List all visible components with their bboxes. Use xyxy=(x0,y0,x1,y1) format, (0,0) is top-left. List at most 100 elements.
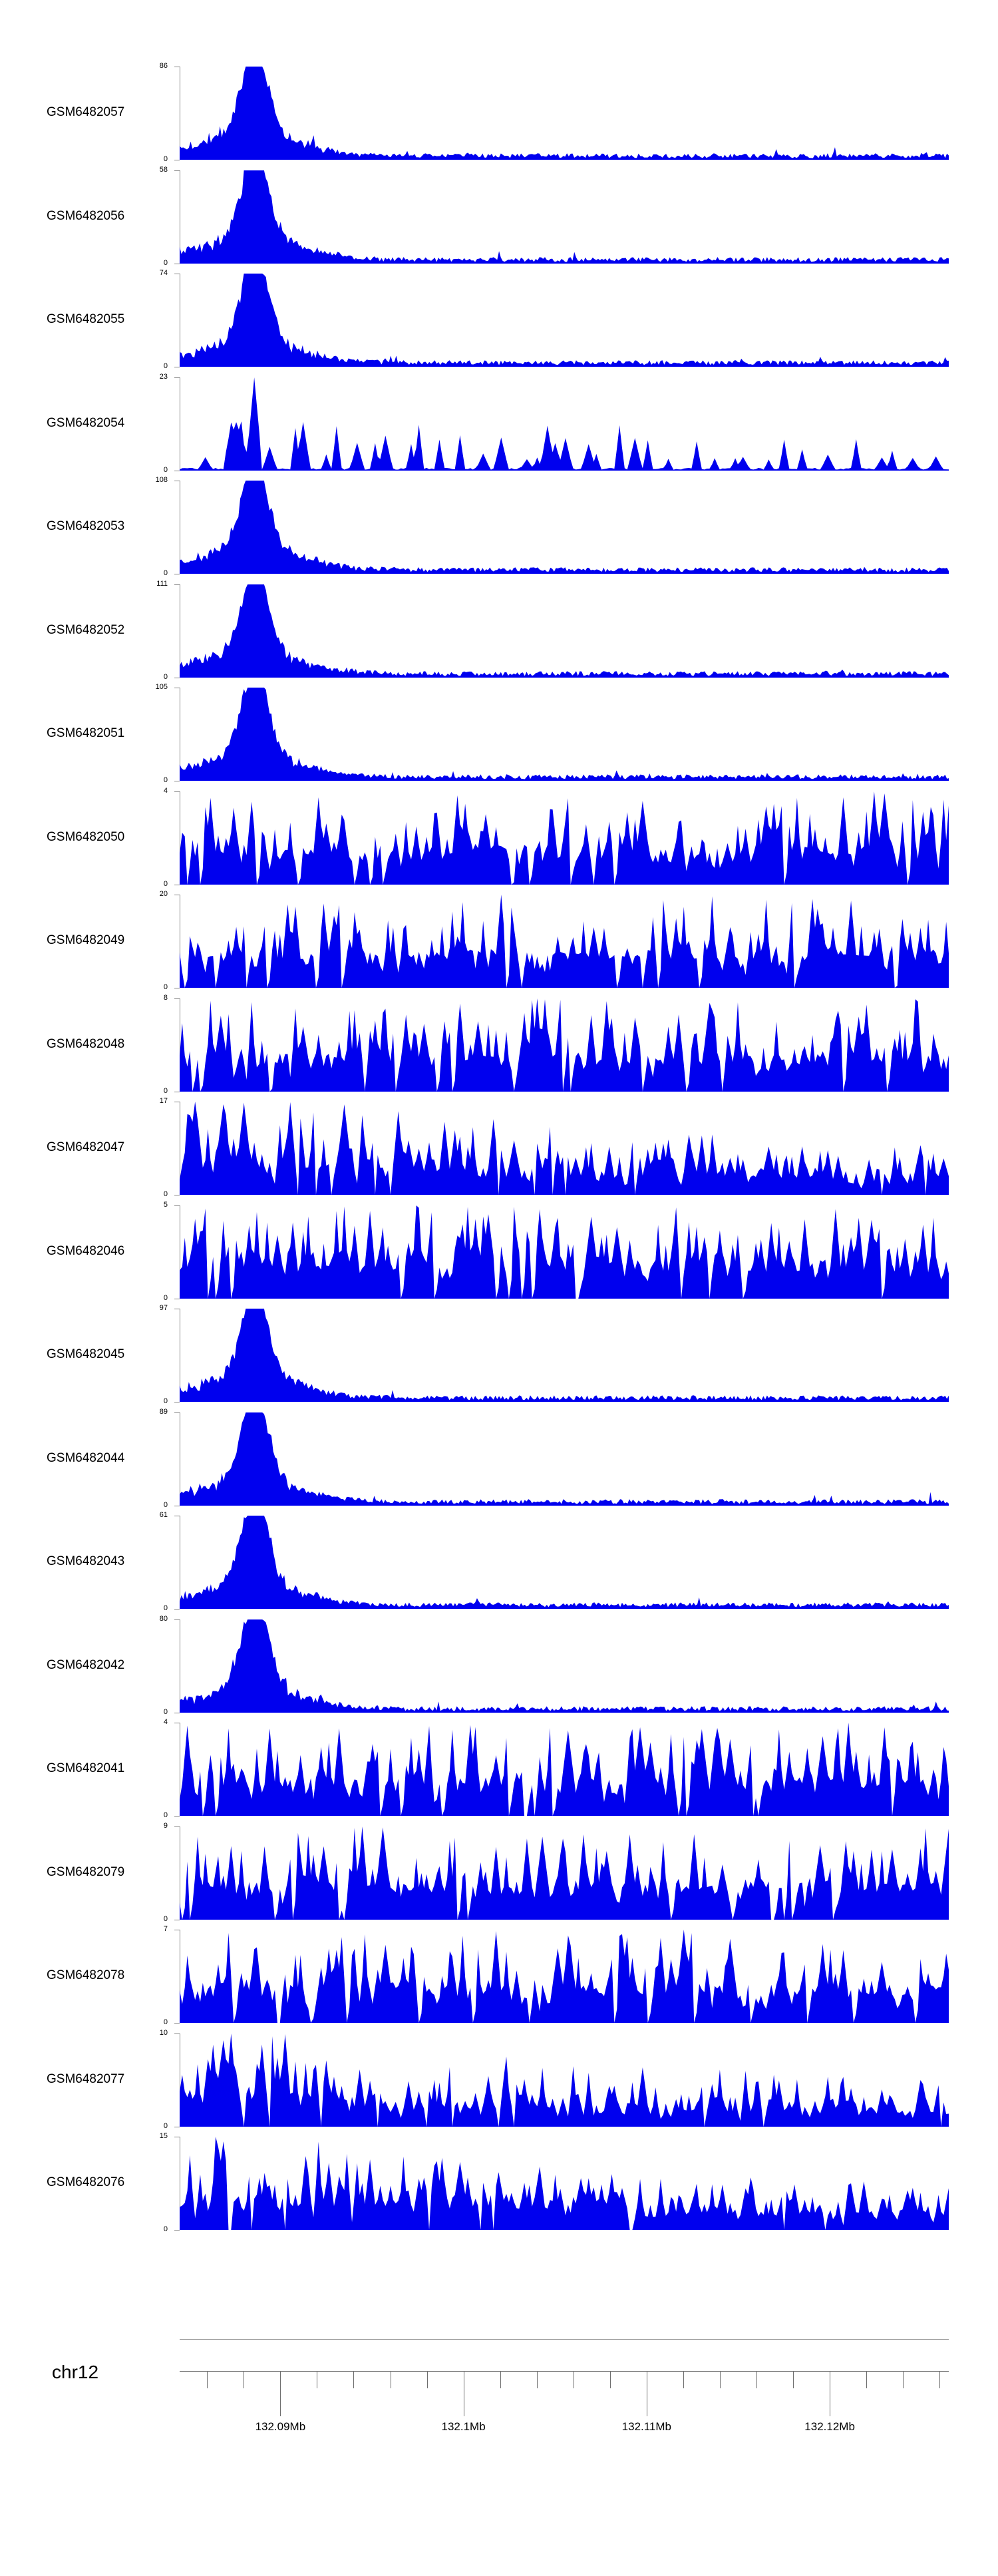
y-axis-max-value: 108 xyxy=(155,476,168,484)
y-axis-zero-value: 0 xyxy=(163,1914,168,1923)
track-sample-label: GSM6482055 xyxy=(47,312,125,326)
y-axis-max-tick xyxy=(174,584,180,585)
coverage-wiggle xyxy=(180,1412,949,1506)
coverage-wiggle xyxy=(180,67,949,160)
y-axis-max-value: 61 xyxy=(159,1511,168,1519)
y-axis-zero-tick xyxy=(174,2023,180,2024)
track-sample-label: GSM6482041 xyxy=(47,1761,125,1775)
ruler-axis-line xyxy=(180,2370,949,2372)
ruler-minor-tick xyxy=(353,2370,354,2388)
ruler-minor-tick xyxy=(756,2370,757,2388)
ruler-minor-tick xyxy=(939,2370,940,2388)
y-axis-zero-value: 0 xyxy=(163,2121,168,2130)
coverage-track: GSM6482044 89 0 xyxy=(0,1408,998,1508)
y-axis-max-tick xyxy=(174,1826,180,1827)
coverage-track: GSM6482049 20 0 xyxy=(0,891,998,991)
ruler-minor-tick xyxy=(793,2370,794,2388)
y-axis-zero-value: 0 xyxy=(163,155,168,163)
y-axis-max-value: 15 xyxy=(159,2132,168,2140)
y-axis-zero-value: 0 xyxy=(163,1397,168,1405)
y-axis-zero-tick xyxy=(174,2230,180,2231)
coverage-wiggle xyxy=(180,377,949,471)
y-axis-max-value: 105 xyxy=(155,683,168,691)
coverage-wiggle xyxy=(180,998,949,1092)
y-axis-max-value: 4 xyxy=(163,786,168,795)
ruler-minor-tick xyxy=(207,2370,208,2388)
ruler-minor-tick xyxy=(427,2370,428,2388)
coverage-wiggle xyxy=(180,791,949,885)
coverage-track: GSM6482050 4 0 xyxy=(0,787,998,888)
track-sample-label: GSM6482077 xyxy=(47,2071,125,2086)
track-sample-label: GSM6482048 xyxy=(47,1036,125,1051)
coverage-track: GSM6482052 111 0 xyxy=(0,580,998,680)
ruler-tick-label: 132.09Mb xyxy=(255,2420,306,2433)
y-axis-max-tick xyxy=(174,791,180,792)
y-axis-max-value: 8 xyxy=(163,993,168,1002)
coverage-track: GSM6482047 17 0 xyxy=(0,1098,998,1198)
y-axis-zero-tick xyxy=(174,1609,180,1610)
coverage-wiggle xyxy=(180,1516,949,1609)
track-sample-label: GSM6482078 xyxy=(47,1968,125,1982)
y-axis-max-value: 23 xyxy=(159,372,168,381)
y-axis-max-value: 80 xyxy=(159,1614,168,1623)
track-sample-label: GSM6482050 xyxy=(47,829,125,844)
ruler-major-tick xyxy=(280,2370,281,2416)
coverage-wiggle xyxy=(180,481,949,574)
coverage-track: GSM6482056 58 0 xyxy=(0,166,998,266)
coverage-track: GSM6482079 9 0 xyxy=(0,1821,998,1923)
y-axis-max-tick xyxy=(174,1412,180,1413)
y-axis-max-value: 58 xyxy=(159,165,168,174)
ruler-top-line xyxy=(180,2338,949,2340)
coverage-wiggle xyxy=(180,170,949,264)
coverage-track: GSM6482046 5 0 xyxy=(0,1201,998,1302)
y-axis-zero-value: 0 xyxy=(163,1293,168,1302)
y-axis-zero-value: 0 xyxy=(163,1086,168,1095)
coverage-track: GSM6482045 97 0 xyxy=(0,1305,998,1405)
y-axis-zero-value: 0 xyxy=(163,879,168,888)
y-axis-zero-value: 0 xyxy=(163,362,168,370)
y-axis-max-tick xyxy=(174,377,180,378)
y-axis-max-tick xyxy=(174,998,180,999)
coverage-wiggle xyxy=(180,1930,949,2023)
track-sample-label: GSM6482052 xyxy=(47,622,125,637)
y-axis-max-value: 9 xyxy=(163,1821,168,1830)
y-axis-zero-value: 0 xyxy=(163,1707,168,1716)
y-axis-max-value: 20 xyxy=(159,890,168,898)
y-axis-zero-value: 0 xyxy=(163,2018,168,2026)
track-sample-label: GSM6482049 xyxy=(47,933,125,947)
y-axis-max-value: 4 xyxy=(163,1718,168,1726)
ruler-tick-label: 132.11Mb xyxy=(621,2420,672,2433)
y-axis-max-value: 86 xyxy=(159,62,168,70)
coverage-track: GSM6482053 108 0 xyxy=(0,477,998,577)
ruler-minor-tick xyxy=(683,2370,684,2388)
y-axis-max-value: 10 xyxy=(159,2028,168,2037)
ruler-tick-label: 132.1Mb xyxy=(441,2420,486,2433)
track-sample-label: GSM6482042 xyxy=(47,1657,125,1672)
coverage-wiggle xyxy=(180,1723,949,1816)
y-axis-max-tick xyxy=(174,1205,180,1206)
y-axis-max-tick xyxy=(174,170,180,171)
coverage-wiggle xyxy=(180,2137,949,2230)
track-sample-label: GSM6482046 xyxy=(47,1243,125,1258)
coverage-track: GSM6482077 10 0 xyxy=(0,2029,998,2130)
track-sample-label: GSM6482045 xyxy=(47,1347,125,1361)
coverage-track: GSM6482055 74 0 xyxy=(0,270,998,370)
ruler-tick-label: 132.12Mb xyxy=(804,2420,855,2433)
chromosome-ruler: chr12 132.09Mb 132.1Mb 132.11Mb 132.12Mb xyxy=(0,2338,998,2472)
track-sample-label: GSM6482053 xyxy=(47,519,125,533)
coverage-wiggle xyxy=(180,274,949,367)
y-axis-max-value: 74 xyxy=(159,269,168,277)
y-axis-zero-value: 0 xyxy=(163,983,168,991)
y-axis-max-value: 97 xyxy=(159,1304,168,1312)
coverage-wiggle xyxy=(180,1826,949,1920)
track-sample-label: GSM6482079 xyxy=(47,1864,125,1879)
y-axis-zero-value: 0 xyxy=(163,1604,168,1612)
coverage-wiggle xyxy=(180,1205,949,1299)
y-axis-max-value: 17 xyxy=(159,1097,168,1105)
coverage-track: GSM6482043 61 0 xyxy=(0,1512,998,1612)
coverage-track: GSM6482042 80 0 xyxy=(0,1615,998,1716)
y-axis-max-value: 111 xyxy=(156,579,168,588)
coverage-wiggle xyxy=(180,1309,949,1402)
y-axis-max-value: 89 xyxy=(159,1407,168,1416)
